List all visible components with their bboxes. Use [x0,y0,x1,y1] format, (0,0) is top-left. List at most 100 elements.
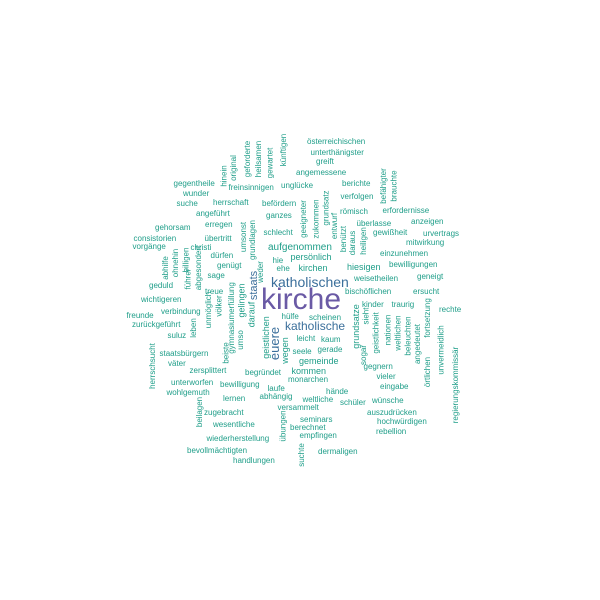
word-kommen: kommen [291,365,327,376]
word-hie: hie [272,256,284,265]
word-grundsatze: grundsatze [350,303,361,349]
word-herrschaft: herrschaft [213,198,249,207]
word-ehe: ehe [276,264,290,273]
word-hände: hände [326,387,349,396]
word-bevollmächtigten: bevollmächtigten [187,446,248,455]
word-führer: führer [182,268,192,290]
word-hinein: hinein [219,165,229,187]
word-entwurf: entwurf [330,212,340,240]
word-dermaligen: dermaligen [318,447,358,456]
word-geeigneter: geeigneter [298,200,308,238]
word-unterworfen: unterworfen [171,378,214,387]
word-treue: treue [205,287,224,296]
word-kaum: kaum [321,335,341,344]
word-künftigen: künftigen [279,133,289,167]
word-suluz: suluz [167,331,187,340]
word-zersplittert: zersplittert [189,366,227,375]
word-wegen: wegen [279,336,290,364]
word-vorgänge: vorgänge [132,242,166,251]
word-völker: völker [214,295,224,317]
word-suchte: suchte [296,443,306,467]
word-katholische: katholische [285,319,346,333]
word-zukommen: zukommen [311,199,321,239]
word-beiste: beiste [221,342,231,364]
word-hülfe: hülfe [281,312,299,321]
word-unvermeidlich: unvermeidlich [436,325,446,375]
word-grundlagen: grundlagen [248,219,258,261]
word-brauchte: brauchte [389,170,399,202]
word-unglücke: unglücke [281,181,314,190]
word-schüler: schüler [340,398,366,407]
word-erfordernisse: erfordernisse [382,206,430,215]
word-greift: greift [316,157,334,166]
word-ganzes: ganzes [266,211,292,220]
word-gemeinde: gemeinde [299,355,339,366]
word-wunder: wunder [183,189,210,198]
word-begründet: begründet [245,368,282,377]
word-seele: seele [292,347,312,356]
word-berichte: berichte [342,179,371,188]
word-genügt: genügt [217,261,242,270]
word-dürfen: dürfen [210,251,234,260]
word-persönlich: persönlich [290,251,332,262]
word-aufgenommen: aufgenommen [268,242,332,253]
word-erregen: erregen [205,220,233,229]
word-wünsche: wünsche [372,396,404,405]
word-freinsinnigen: freinsinnigen [228,183,274,192]
word-geduld: geduld [149,281,174,290]
word-umso: umso [235,330,245,350]
word-beleuchten: beleuchten [403,316,413,356]
word-weltliche: weltliche [302,395,334,404]
word-römisch: römisch [340,207,369,216]
word-leben: leben [188,318,198,338]
word-katholischen: katholischen [271,274,349,290]
word-monarchen: monarchen [288,375,329,384]
word-ohnehin: ohnehin [171,248,181,278]
word-versammelt: versammelt [277,403,319,412]
word-sieht: sieht [360,307,370,325]
word-rechte: rechte [439,305,462,314]
word-verfolgen: verfolgen [340,192,374,201]
word-weltlichen: weltlichen [393,315,403,351]
word-sogar: sogar [359,344,369,366]
word-eingabe: eingabe [380,382,409,391]
word-angeführt: angeführt [196,209,230,218]
word-daraus: daraus [348,230,358,256]
word-fortsetzung: fortsetzung [422,298,432,338]
word-rebellion: rebellion [376,427,407,436]
word-gelingen: gelingen [236,282,247,318]
word-geneigt: geneigt [417,272,444,281]
word-bewilligungen: bewilligungen [389,260,438,269]
word-hiesigen: hiesigen [347,261,381,272]
word-gegnern: gegnern [363,362,393,371]
word-grundsatz: grundsatz [321,190,331,226]
word-bewilligung: bewilligung [220,380,260,389]
word-schlecht: schlecht [263,228,293,237]
word-leicht: leicht [296,334,316,343]
word-kirche: kirche [261,283,342,316]
word-geforderte: geforderte [243,140,253,178]
word-unmöglich: unmöglich [204,291,214,329]
word-lernen: lernen [223,394,246,403]
word-wohlgemuth: wohlgemuth [166,388,210,397]
word-kirchen: kirchen [298,262,328,273]
word-consistorien: consistorien [133,234,177,243]
word-geistlichen: geistlichen [260,315,271,359]
word-befördern: befördern [262,199,297,208]
word-heilsamen: heilsamen [254,140,264,178]
word-auszudrücken: auszudrücken [367,408,417,417]
word-übungen: übungen [278,410,288,442]
word-österreichischen: österreichischen [307,137,366,146]
word-handlungen: handlungen [233,456,275,465]
word-darauf: darauf [246,301,257,327]
word-benützt: benützt [339,225,349,253]
word-befähigter: befähigter [378,168,388,204]
word-seminars: seminars [300,415,333,424]
word-beilagen: beilagen [195,396,205,428]
word-suche: suche [176,199,198,208]
word-unterthänigster: unterthänigster [310,148,364,157]
word-hochwürdigen: hochwürdigen [377,417,427,426]
word-väter: väter [168,359,186,368]
word-gewartet: gewartet [264,147,274,179]
